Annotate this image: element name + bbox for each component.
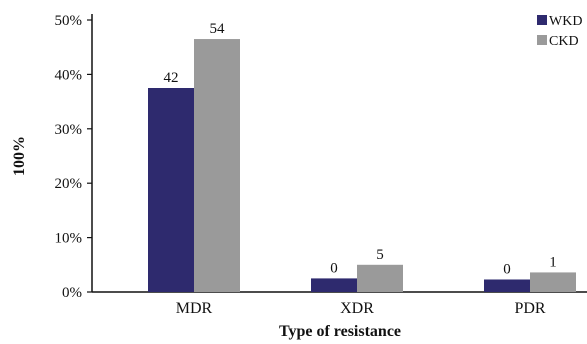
bar-wkd-mdr [148,88,194,292]
legend-label-wkd: WKD [549,14,582,29]
y-tick-label: 30% [55,122,83,138]
data-label: 0 [330,260,338,276]
y-axis-ticks: 0% 10% 20% 30% 40% 50% [55,13,92,301]
y-tick-label: 10% [55,231,83,247]
data-labels: 42 54 0 5 0 1 [164,21,557,277]
legend-label-ckd: CKD [549,34,579,49]
category-labels: MDR XDR PDR [176,300,546,317]
data-label: 5 [376,247,384,263]
bars [148,39,576,292]
data-label: 42 [164,70,179,86]
bar-wkd-xdr [311,278,357,292]
y-tick-label: 40% [55,67,83,83]
category-label: PDR [514,300,545,317]
y-tick-label: 20% [55,176,83,192]
y-tick-label: 50% [55,13,83,29]
category-label: MDR [176,300,213,317]
bar-wkd-pdr [484,279,530,292]
data-label: 0 [503,261,511,277]
data-label: 54 [210,21,226,37]
legend-swatch-wkd [537,15,547,25]
y-tick-label: 0% [62,285,82,301]
x-axis-title: Type of resistance [279,323,401,340]
y-axis-title: 100% [11,136,28,176]
category-label: XDR [340,300,374,317]
data-label: 1 [549,254,557,270]
bar-ckd-mdr [194,39,240,292]
legend-swatch-ckd [537,35,547,45]
bar-ckd-pdr [530,272,576,292]
bar-ckd-xdr [357,264,403,292]
legend: WKD CKD [537,14,582,49]
